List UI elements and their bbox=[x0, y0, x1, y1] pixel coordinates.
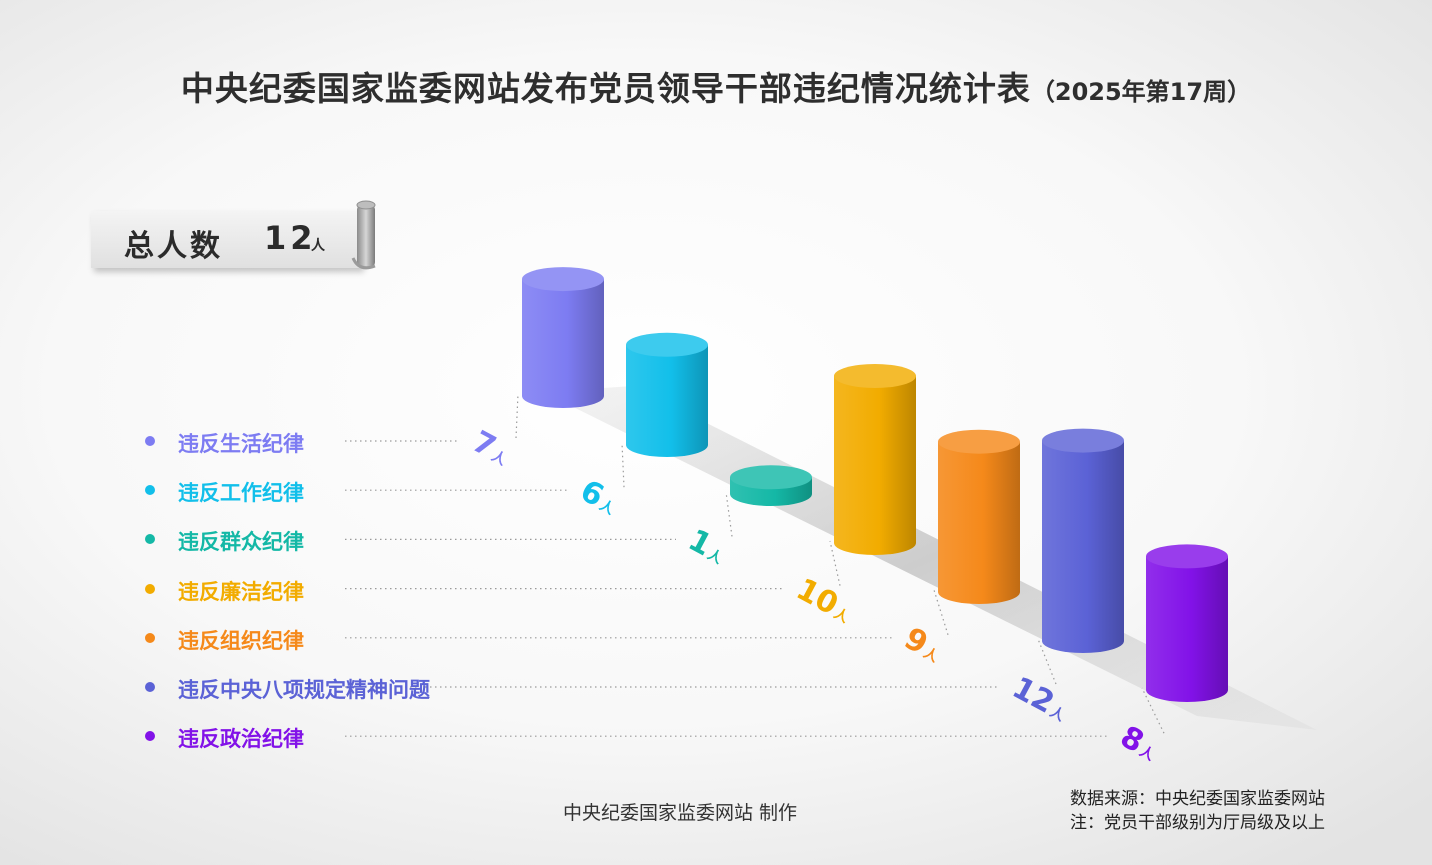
legend-label: 违反群众纪律 bbox=[178, 530, 304, 555]
bar-body bbox=[626, 344, 708, 457]
bar-top bbox=[1042, 428, 1124, 453]
bar bbox=[1146, 544, 1228, 702]
bar-body bbox=[522, 279, 604, 408]
guide-line bbox=[1037, 638, 1057, 685]
legend-label: 违反组织纪律 bbox=[178, 628, 304, 653]
credit-text: 中央纪委国家监委网站 制作 bbox=[563, 802, 798, 824]
legend-dot-icon bbox=[145, 632, 155, 643]
value-label: 8人 bbox=[1114, 719, 1164, 768]
legend-label: 违反廉洁纪律 bbox=[178, 579, 304, 604]
total-count-unit: 人 bbox=[311, 238, 325, 254]
source-note: 数据来源：中央纪委国家监委网站 注：党员干部级别为厅局级及以上 bbox=[1070, 787, 1325, 835]
legend-label: 违反中央八项规定精神问题 bbox=[178, 678, 430, 702]
bar-body bbox=[1042, 440, 1124, 653]
guide-line bbox=[1141, 687, 1165, 734]
bar-top bbox=[626, 332, 708, 357]
legend-dot-icon bbox=[145, 534, 155, 545]
bar bbox=[730, 465, 812, 506]
bars bbox=[522, 267, 1228, 702]
bar-top bbox=[834, 364, 916, 388]
value-labels: 7人 6人 1人 10人 9人 12人 8人 bbox=[466, 424, 1164, 768]
value-label: 1人 bbox=[682, 523, 732, 572]
total-count-label: 总人数 bbox=[124, 229, 223, 264]
legend-dot-icon bbox=[145, 485, 155, 496]
bar-top bbox=[938, 429, 1020, 454]
bar bbox=[1042, 428, 1124, 653]
chart-title: 中央纪委国家监委网站发布党员领导干部违纪情况统计表（2025年第17周） bbox=[0, 62, 1432, 110]
value-label: 6人 bbox=[574, 473, 624, 522]
bar-top bbox=[522, 267, 604, 292]
value-label: 10人 bbox=[790, 572, 858, 630]
bar bbox=[626, 332, 708, 457]
bar bbox=[834, 364, 916, 555]
value-label: 12人 bbox=[1006, 670, 1074, 728]
bar bbox=[522, 267, 604, 408]
bar-body bbox=[1146, 556, 1228, 702]
legend-label: 违反生活纪律 bbox=[178, 432, 304, 456]
scroll-ornament bbox=[351, 200, 376, 270]
legend-label: 违反政治纪律 bbox=[178, 727, 304, 752]
guide-line bbox=[621, 442, 625, 488]
source-text: 数据来源：中央纪委国家监委网站 bbox=[1070, 789, 1325, 809]
guide-line bbox=[515, 393, 519, 439]
bar-top bbox=[1146, 544, 1228, 569]
bar-top bbox=[730, 465, 812, 490]
title-subtitle: （2025年第17周） bbox=[1030, 78, 1252, 106]
title-main: 中央纪委国家监委网站发布党员领导干部违纪情况统计表 bbox=[180, 69, 1031, 108]
legend-dot-icon bbox=[145, 583, 155, 594]
guide-line bbox=[725, 491, 733, 537]
legend-dot-icon bbox=[145, 436, 155, 446]
bar-body bbox=[834, 376, 916, 555]
guide-lines bbox=[345, 393, 1165, 737]
level-note-text: 注：党员干部级别为厅局级及以上 bbox=[1070, 813, 1325, 833]
legend-dot-icon bbox=[145, 731, 155, 742]
legend-label: 违反工作纪律 bbox=[178, 481, 304, 506]
bar bbox=[938, 429, 1020, 604]
total-count-banner: 总人数 12 人 bbox=[91, 211, 361, 268]
legend-dot-icon bbox=[145, 682, 155, 692]
value-label: 7人 bbox=[466, 424, 516, 473]
value-label: 9人 bbox=[898, 621, 948, 670]
total-count-value: 12 bbox=[264, 219, 317, 257]
bar-body bbox=[938, 441, 1020, 604]
